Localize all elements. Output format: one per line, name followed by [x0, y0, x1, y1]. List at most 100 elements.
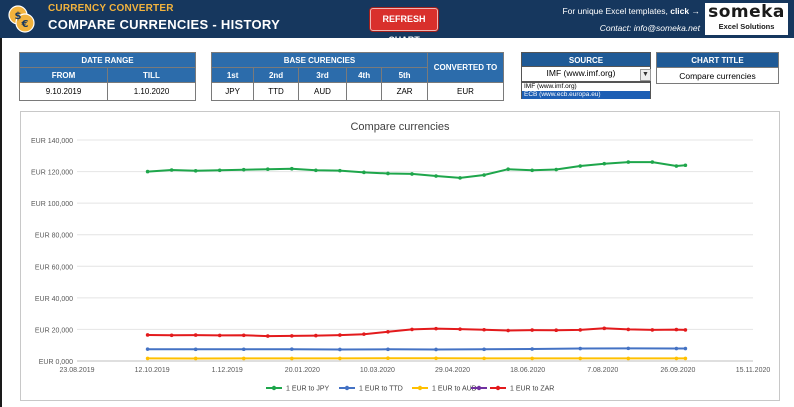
from-label: FROM: [19, 67, 108, 83]
data-point: [290, 356, 294, 361]
refresh-chart-button[interactable]: REFRESH CHART: [370, 8, 438, 45]
data-point: [626, 346, 631, 351]
data-point: [530, 328, 534, 332]
data-point: [578, 164, 583, 168]
promo-message: For unique Excel templates,: [562, 6, 668, 16]
currency-input-5[interactable]: ZAR: [381, 82, 428, 101]
source-field: SOURCE IMF (www.imf.org): [521, 52, 651, 84]
date-range-table: DATE RANGE FROM TILL 9.10.2019 1.10.2020: [19, 52, 196, 101]
page-title: COMPARE CURRENCIES - HISTORY: [48, 17, 281, 32]
y-tick-label: EUR 60,000: [35, 264, 73, 271]
x-tick-label: 15.11.2020: [736, 367, 771, 374]
currency-input-1[interactable]: JPY: [210, 82, 255, 101]
data-point: [578, 328, 583, 332]
data-point: [338, 333, 342, 337]
data-point: [434, 356, 438, 361]
x-tick-label: 20.01.2020: [285, 367, 320, 374]
chevron-down-icon[interactable]: ▼: [640, 69, 651, 81]
source-option-ecb[interactable]: ECB (www.ecb.europa.eu): [522, 91, 650, 99]
line-chart: EUR 0,000 EUR 20,000 EUR 40,000 EUR 60,000 E…: [31, 121, 770, 393]
data-point: [290, 347, 294, 351]
left-edge-border: [0, 0, 2, 407]
data-point: [674, 356, 679, 361]
data-point: [602, 161, 607, 166]
data-point: [482, 173, 486, 177]
currency-input-3[interactable]: AUD: [297, 82, 348, 101]
data-point: [554, 167, 559, 172]
converted-to-input[interactable]: EUR: [427, 82, 504, 101]
series-group: [145, 160, 688, 361]
data-point: [410, 327, 414, 332]
brand-tagline: Excel Solutions: [718, 22, 775, 31]
data-point: [193, 168, 198, 173]
base-currencies-header: BASE CURENCIES: [211, 52, 428, 68]
series-line: [147, 327, 686, 338]
slot-label-4: 4th: [346, 67, 383, 83]
data-point: [217, 168, 222, 173]
data-point: [386, 347, 390, 352]
data-point: [683, 356, 688, 361]
data-point: [265, 167, 270, 172]
data-point: [314, 333, 318, 338]
data-point: [674, 164, 679, 168]
data-point: [338, 347, 342, 352]
data-point: [482, 347, 486, 352]
legend-swatch-marker: [495, 385, 501, 391]
data-point: [410, 172, 414, 176]
legend-label: 1 EUR to TTD: [359, 386, 403, 393]
currency-input-2[interactable]: TTD: [253, 82, 299, 101]
someka-logo[interactable]: someka Excel Solutions: [705, 3, 788, 35]
data-point: [338, 168, 342, 173]
legend-swatch-marker: [271, 385, 277, 391]
x-tick-label: 26.09.2020: [660, 367, 695, 374]
data-point: [602, 326, 607, 331]
till-label: TILL: [107, 67, 196, 83]
series-line: [147, 347, 686, 351]
slot-label-3: 3rd: [297, 67, 348, 83]
data-point: [458, 327, 462, 331]
data-point: [578, 346, 583, 351]
source-select[interactable]: IMF (www.imf.org): [521, 67, 651, 82]
data-point: [578, 356, 583, 361]
converted-to-label: CONVERTED TO: [427, 52, 504, 83]
data-point: [314, 168, 318, 173]
data-point: [626, 160, 631, 164]
data-point: [626, 356, 631, 361]
contact-email[interactable]: Contact: info@someka.net: [599, 23, 700, 33]
y-tick-label: EUR 40,000: [35, 296, 73, 303]
date-range-header: DATE RANGE: [19, 52, 196, 68]
data-point: [674, 327, 679, 332]
currency-input-4[interactable]: [346, 82, 383, 101]
data-point: [169, 168, 174, 172]
data-point: [241, 167, 246, 172]
y-tick-label: EUR 120,000: [31, 170, 73, 177]
promo-link[interactable]: click →: [670, 6, 700, 16]
series-line: [147, 161, 686, 179]
data-point: [683, 346, 688, 351]
data-point: [290, 334, 294, 338]
chart-title-input[interactable]: Compare currencies: [656, 67, 779, 84]
data-point: [290, 166, 294, 171]
x-tick-label: 1.12.2019: [212, 367, 243, 374]
data-point: [145, 347, 150, 351]
source-option-imf[interactable]: IMF (www.imf.org): [524, 83, 577, 90]
data-point: [506, 328, 510, 333]
x-axis-ticks: 23.08.2019 12.10.2019 1.12.2019 20.01.2020 1…: [59, 367, 770, 374]
from-date-input[interactable]: 9.10.2019: [19, 82, 108, 101]
data-point: [554, 328, 559, 333]
chart-area: EUR 0,000 EUR 20,000 EUR 40,000 EUR 60,000 E…: [20, 111, 780, 401]
data-point: [241, 356, 246, 361]
source-dropdown-list: IMF (www.imf.org) ECB (www.ecb.europa.eu…: [521, 82, 651, 99]
brand-name: someka: [708, 2, 785, 22]
svg-text:€: €: [21, 19, 29, 30]
data-point: [674, 346, 679, 351]
slot-label-2: 2nd: [253, 67, 299, 83]
data-point: [193, 356, 198, 361]
data-point: [434, 326, 438, 331]
till-date-input[interactable]: 1.10.2020: [107, 82, 196, 101]
data-point: [683, 163, 688, 168]
data-point: [145, 169, 150, 174]
base-currencies-table: BASE CURENCIES CONVERTED TO 1st 2nd 3rd …: [210, 52, 504, 101]
data-point: [241, 333, 246, 338]
data-point: [217, 333, 222, 338]
